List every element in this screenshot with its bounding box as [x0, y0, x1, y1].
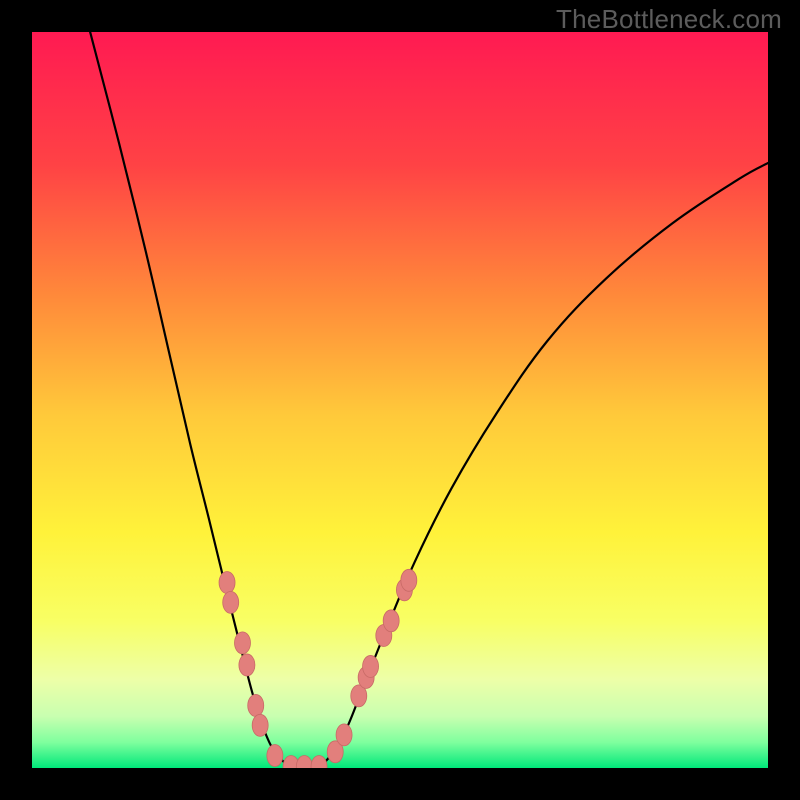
curve-layer	[32, 32, 768, 768]
curve-marker	[235, 632, 251, 654]
curve-marker	[248, 694, 264, 716]
curve-marker	[223, 591, 239, 613]
curve-marker	[267, 744, 283, 766]
chart-stage: TheBottleneck.com	[0, 0, 800, 800]
curve-right-branch	[319, 163, 768, 768]
curve-marker	[363, 655, 379, 677]
plot-area	[32, 32, 768, 768]
curve-marker	[296, 756, 312, 768]
curve-marker	[336, 724, 352, 746]
watermark-text: TheBottleneck.com	[556, 4, 782, 35]
curve-marker	[311, 756, 327, 768]
curve-marker	[219, 572, 235, 594]
curve-marker	[383, 610, 399, 632]
curve-marker	[239, 654, 255, 676]
marker-group	[219, 569, 417, 768]
curve-marker	[401, 569, 417, 591]
curve-left-branch	[90, 32, 293, 768]
curve-marker	[252, 714, 268, 736]
